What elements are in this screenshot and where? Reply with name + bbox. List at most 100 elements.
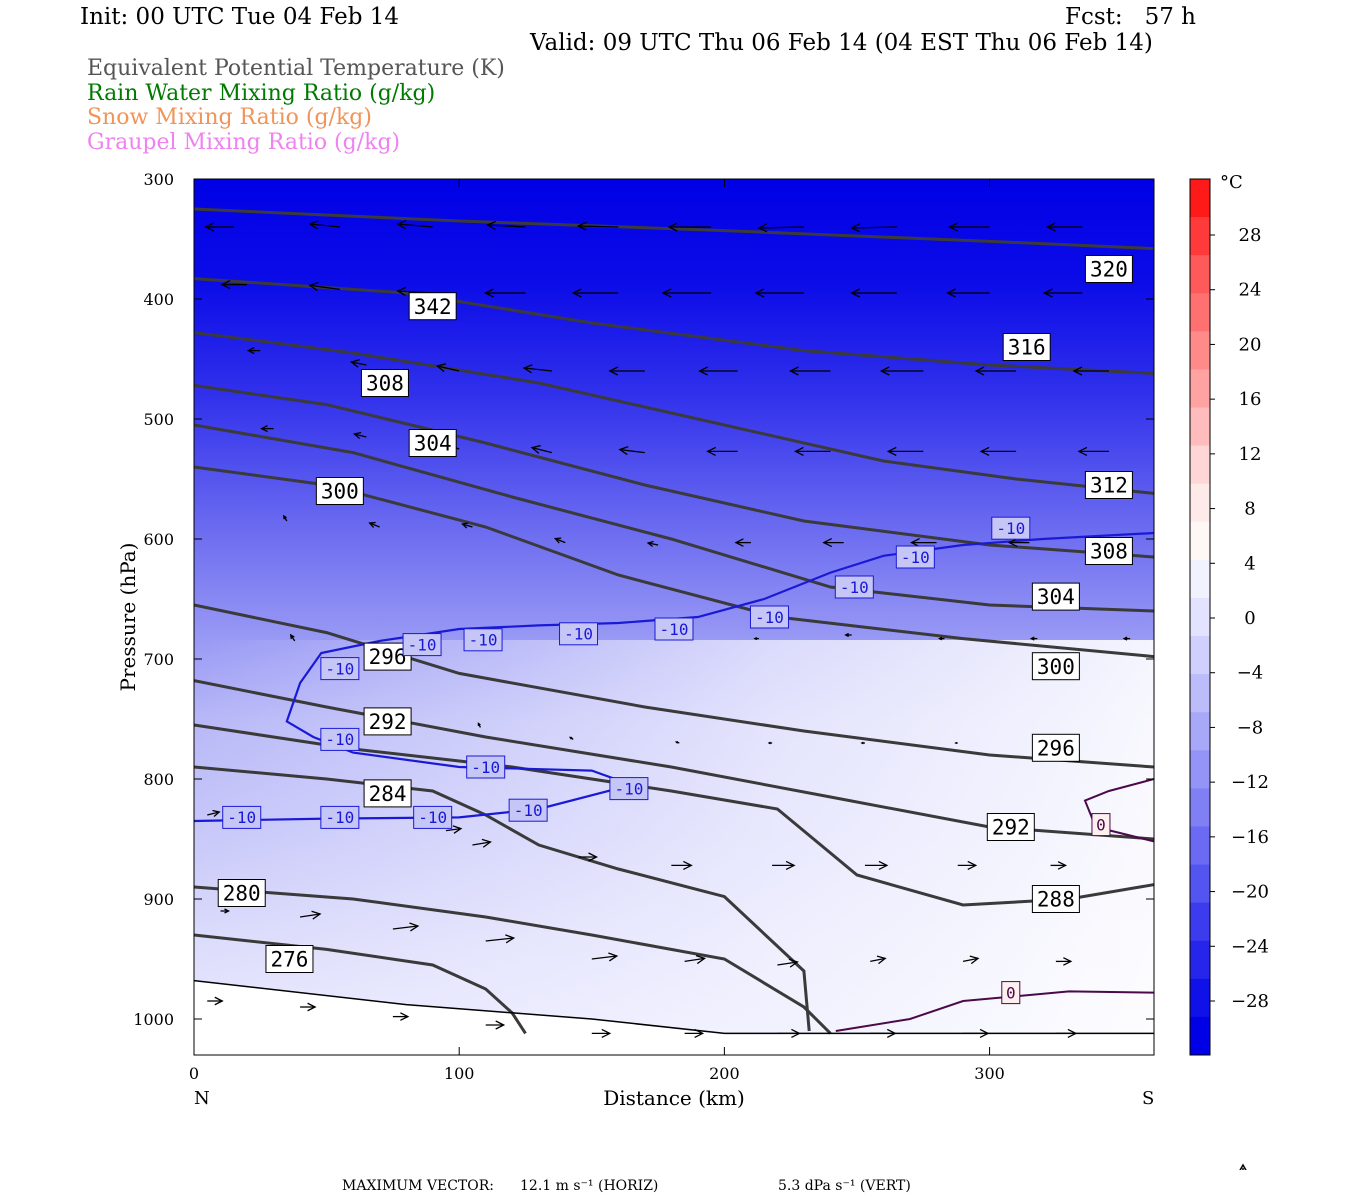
wind-vector-head — [878, 860, 889, 870]
legend-rain-water: Rain Water Mixing Ratio (g/kg) — [87, 81, 436, 106]
wind-vector-shaft — [299, 913, 321, 918]
wind-vector — [860, 741, 865, 745]
wind-vector-shaft — [354, 433, 367, 438]
wind-vector-shaft — [962, 957, 979, 963]
wind-vector — [948, 222, 990, 232]
temperature-label: -10 — [466, 755, 506, 779]
zero-label: 0 — [1001, 981, 1021, 1005]
wind-vector — [484, 288, 526, 298]
wind-vector-head — [1077, 446, 1088, 456]
wind-vector-head — [608, 952, 619, 962]
wind-vector — [553, 537, 566, 544]
theta-e-label-text: 276 — [271, 948, 309, 972]
theta-e-label-text: 320 — [1090, 258, 1128, 282]
colorbar-segment — [1190, 978, 1210, 1018]
theta-e-label: 316 — [1002, 333, 1051, 361]
wind-vector-head — [757, 223, 768, 233]
theta-e-label: 284 — [363, 779, 412, 808]
wind-vector — [299, 910, 322, 920]
theta-e-label-box — [265, 945, 314, 973]
wind-vector-shaft — [487, 224, 526, 228]
wind-vector-head — [860, 741, 864, 745]
colorbar-unit: °C — [1220, 172, 1243, 193]
wind-vector-head — [886, 446, 897, 456]
theta-e-label: 308 — [1084, 537, 1133, 565]
wind-vector — [461, 522, 473, 529]
colorbar-segment — [1190, 331, 1210, 370]
wind-vector — [1055, 1028, 1078, 1038]
wind-vector — [591, 1028, 612, 1038]
colorbar-segment — [1190, 788, 1210, 827]
wind-vector-head — [571, 288, 582, 298]
temperature-label: -10 — [654, 617, 694, 641]
temperature-label: -10 — [609, 777, 649, 801]
wind-vector-head — [311, 910, 322, 920]
y-tick-label: 500 — [143, 410, 174, 429]
wind-vector-shaft — [523, 367, 553, 372]
temperature-label-box — [463, 628, 503, 652]
wind-vector-shaft — [309, 223, 340, 228]
colorbar-segment — [1190, 940, 1210, 980]
wind-vector — [1122, 636, 1131, 641]
colorbar-tick-label: −12 — [1231, 772, 1269, 793]
y-tick-label: 900 — [143, 890, 174, 909]
wind-vector-head — [1042, 288, 1053, 298]
surface-line — [194, 979, 1154, 1035]
wind-vector — [754, 288, 804, 298]
wind-vector-head — [396, 286, 407, 297]
temperature-label: -10 — [749, 605, 789, 629]
theta-e-label-box — [217, 879, 266, 907]
theta-e-label-text: 308 — [366, 372, 404, 396]
wind-vector — [671, 860, 693, 870]
wind-vector — [349, 359, 367, 368]
wind-vector — [1007, 538, 1030, 548]
wind-vector — [954, 741, 958, 745]
wind-vector — [530, 445, 553, 454]
theta-e-label-box — [1031, 652, 1080, 681]
zero-label-text: 0 — [1006, 983, 1016, 1002]
wind-vector-shaft — [531, 446, 553, 454]
theta-e-label-text: 316 — [1008, 336, 1046, 360]
temperature-label: -10 — [402, 633, 442, 657]
temperature-label-box — [559, 622, 599, 646]
theta-e-label-box — [363, 779, 412, 808]
temperature-label-box — [402, 633, 442, 657]
theta-e-label: 300 — [315, 477, 364, 505]
wind-vector — [886, 446, 924, 456]
wind-vector — [569, 736, 574, 740]
max-vector-vert: 5.3 dPa s⁻¹ (VERT) — [778, 1178, 911, 1194]
temperature-label-text: -10 — [408, 635, 437, 654]
wind-vector — [963, 1028, 990, 1038]
wind-vector-head — [822, 538, 833, 548]
wind-vector — [618, 445, 645, 456]
wind-vector — [246, 347, 261, 355]
wind-vector-shaft — [392, 925, 418, 930]
wind-vector-shaft — [445, 827, 462, 832]
wind-vector — [485, 1020, 506, 1030]
colorbar-tick-label: 4 — [1244, 553, 1255, 574]
wind-vector-head — [1067, 1028, 1078, 1038]
wind-vector-shaft — [619, 448, 645, 454]
temperature-label-box — [320, 657, 360, 681]
x-tick-label: 0 — [189, 1064, 199, 1083]
wind-vector — [772, 860, 796, 870]
wind-vector-head — [522, 364, 533, 374]
theta-e-label-box — [1002, 333, 1051, 361]
wind-vector-head — [608, 366, 619, 376]
theta-e-label-box — [1084, 255, 1133, 283]
temperature-label-box — [654, 617, 694, 641]
wind-vector — [392, 1012, 410, 1021]
x-axis-label: Distance (km) — [603, 1086, 745, 1110]
theta-e-label-box — [1031, 885, 1080, 913]
theta-e-label-box — [360, 369, 409, 397]
wind-vector-head — [308, 281, 319, 291]
wind-vector-shaft — [758, 226, 804, 229]
wind-vector-head — [661, 288, 672, 298]
wind-vector — [910, 538, 937, 548]
wind-vector — [1029, 636, 1038, 641]
wind-vector-head — [850, 223, 861, 233]
y-tick-label: 600 — [143, 530, 174, 549]
wind-vector-head — [948, 222, 958, 232]
wind-vector — [974, 366, 1017, 376]
wind-vector-head — [753, 637, 758, 641]
